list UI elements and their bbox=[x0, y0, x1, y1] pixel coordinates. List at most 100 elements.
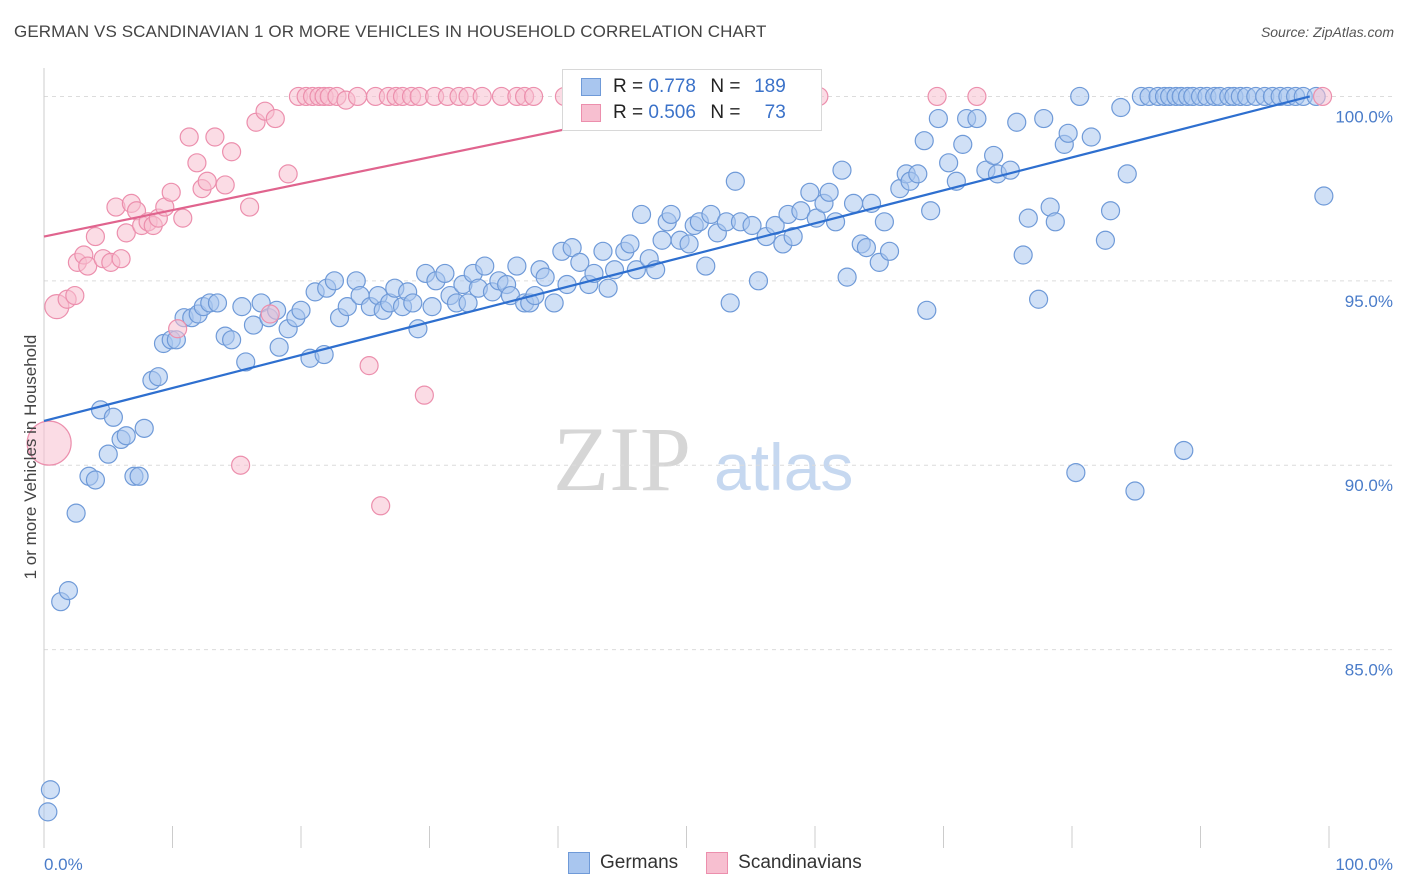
point-scandinavians bbox=[78, 256, 98, 276]
point-germans bbox=[103, 407, 123, 427]
point-scandinavians bbox=[927, 86, 947, 107]
point-germans bbox=[696, 256, 716, 276]
point-germans bbox=[1034, 108, 1054, 129]
point-germans bbox=[1045, 212, 1065, 232]
point-germans bbox=[1100, 201, 1121, 221]
point-germans bbox=[475, 256, 495, 276]
point-germans bbox=[819, 182, 839, 202]
point-germans bbox=[1000, 160, 1020, 180]
point-germans bbox=[953, 134, 973, 154]
point-germans bbox=[1111, 97, 1131, 118]
point-germans bbox=[856, 238, 877, 258]
point-germans bbox=[742, 215, 762, 236]
point-germans bbox=[236, 352, 256, 372]
point-germans bbox=[783, 226, 803, 247]
point-germans bbox=[843, 193, 864, 213]
point-germans bbox=[570, 252, 590, 272]
point-germans bbox=[967, 108, 987, 129]
point-germans bbox=[1058, 123, 1078, 143]
x-tick-label: 100.0% bbox=[1335, 855, 1393, 874]
point-scandinavians bbox=[85, 226, 106, 247]
point-germans bbox=[701, 204, 721, 225]
watermark: ZIP atlas bbox=[553, 408, 853, 510]
legend-n-label: N = bbox=[710, 76, 741, 97]
point-scandinavians bbox=[161, 182, 181, 202]
legend-n-value: 73 bbox=[764, 102, 786, 123]
point-germans bbox=[598, 278, 618, 298]
point-scandinavians bbox=[187, 153, 207, 173]
point-germans bbox=[939, 153, 959, 173]
point-germans bbox=[679, 234, 699, 254]
legend-item-scandinavians[interactable]: Scandinavians bbox=[706, 852, 862, 874]
legend-r-value: 0.778 bbox=[648, 76, 696, 97]
legend-item-germans[interactable]: Germans bbox=[568, 852, 678, 874]
point-germans bbox=[1066, 462, 1086, 483]
point-germans bbox=[422, 297, 442, 317]
point-scandinavians bbox=[523, 86, 544, 107]
legend-r-label: R = bbox=[613, 76, 644, 97]
point-germans bbox=[98, 444, 118, 464]
point-scandinavians bbox=[65, 285, 85, 306]
chart-title: GERMAN VS SCANDINAVIAN 1 OR MORE VEHICLE… bbox=[14, 22, 767, 41]
point-germans bbox=[1018, 208, 1038, 228]
point-germans bbox=[748, 271, 769, 291]
point-germans bbox=[435, 263, 455, 284]
point-germans bbox=[791, 201, 811, 221]
point-scandinavians bbox=[111, 249, 131, 269]
trend-line-germans bbox=[43, 95, 1310, 423]
point-germans bbox=[507, 256, 527, 276]
point-germans bbox=[879, 241, 900, 261]
point-germans bbox=[66, 503, 86, 523]
point-germans bbox=[928, 108, 948, 129]
point-germans bbox=[85, 470, 106, 490]
series-germans-points bbox=[38, 86, 1334, 822]
point-scandinavians bbox=[347, 86, 368, 107]
point-germans bbox=[535, 267, 555, 287]
point-germans bbox=[116, 426, 136, 446]
legend-swatch-germans bbox=[581, 78, 601, 96]
legend-r-value: 0.506 bbox=[648, 102, 696, 123]
point-germans bbox=[1117, 164, 1137, 184]
point-germans bbox=[593, 241, 613, 261]
legend-n-value: 189 bbox=[754, 76, 786, 97]
point-germans bbox=[631, 204, 652, 225]
point-germans bbox=[1013, 245, 1033, 265]
point-scandinavians bbox=[215, 175, 235, 195]
tick-labels: 85.0% 90.0% 95.0% 100.0% 0.0% 100.0% bbox=[44, 107, 1393, 874]
legend-row-germans: R = 0.778 N = 189 bbox=[581, 75, 786, 99]
point-scandinavians bbox=[179, 127, 199, 147]
point-germans bbox=[800, 182, 820, 202]
legend-n-label: N = bbox=[710, 102, 741, 123]
point-scandinavians bbox=[260, 304, 280, 324]
point-germans bbox=[562, 238, 582, 258]
gridlines bbox=[44, 95, 1392, 651]
point-scandinavians bbox=[240, 197, 260, 217]
point-germans bbox=[1028, 289, 1049, 309]
y-tick-label: 95.0% bbox=[1345, 292, 1393, 311]
point-scandinavians bbox=[222, 142, 242, 162]
watermark-atlas: atlas bbox=[714, 430, 853, 504]
point-scandinavians bbox=[197, 171, 217, 191]
point-germans bbox=[652, 230, 672, 250]
correlation-legend: R = 0.778 N = 189 R = 0.506 N = 73 bbox=[562, 69, 822, 131]
point-scandinavians bbox=[265, 108, 285, 129]
point-germans bbox=[58, 581, 79, 601]
legend-label-germans: Germans bbox=[600, 852, 679, 873]
point-germans bbox=[324, 271, 345, 291]
point-scandinavians bbox=[359, 356, 379, 376]
point-germans bbox=[620, 234, 640, 254]
point-scandinavians bbox=[205, 127, 225, 147]
point-germans bbox=[40, 780, 61, 800]
point-germans bbox=[1070, 86, 1090, 107]
point-germans bbox=[403, 293, 423, 313]
source-credit: Source: ZipAtlas.com bbox=[1260, 24, 1394, 40]
point-germans bbox=[914, 131, 934, 151]
point-germans bbox=[908, 164, 928, 184]
point-germans bbox=[874, 212, 894, 232]
point-germans bbox=[134, 418, 154, 438]
point-scandinavians bbox=[371, 496, 391, 516]
point-germans bbox=[1174, 440, 1194, 461]
point-germans bbox=[1007, 112, 1027, 132]
point-germans bbox=[917, 300, 937, 320]
